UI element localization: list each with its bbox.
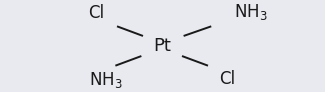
Text: $\mathrm{NH_3}$: $\mathrm{NH_3}$ xyxy=(89,70,123,90)
Text: Cl: Cl xyxy=(219,70,236,88)
Text: Pt: Pt xyxy=(153,37,172,55)
Text: $\mathrm{NH_3}$: $\mathrm{NH_3}$ xyxy=(234,2,267,22)
Text: Cl: Cl xyxy=(88,4,104,22)
